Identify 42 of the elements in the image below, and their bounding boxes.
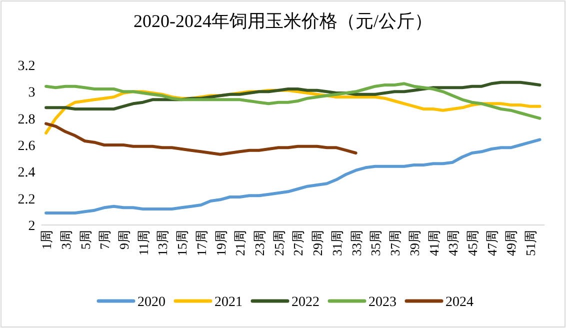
x-tick-label: 5周 xyxy=(78,230,93,250)
x-tick-label: 7周 xyxy=(97,230,112,250)
x-tick-label: 3周 xyxy=(58,230,74,250)
x-tick-label: 51周 xyxy=(523,230,538,256)
x-tick-label: 27周 xyxy=(290,230,306,256)
x-tick-label: 41周 xyxy=(426,230,442,256)
chart-title: 2020-2024年饲用玉米价格（元/公斤） xyxy=(134,11,432,31)
x-tick-label: 17周 xyxy=(194,230,209,256)
x-tick-label: 37周 xyxy=(388,230,403,256)
y-tick-label: 3.2 xyxy=(18,59,36,74)
legend-label: 2023 xyxy=(368,295,396,310)
x-tick-label: 31周 xyxy=(329,230,344,256)
y-tick-label: 2.4 xyxy=(18,166,36,181)
x-tick-label: 35周 xyxy=(368,230,384,256)
x-tick-label: 13周 xyxy=(155,230,170,256)
x-tick-label: 9周 xyxy=(116,230,132,250)
x-tick-label: 47周 xyxy=(484,230,500,256)
x-tick-label: 39周 xyxy=(406,230,422,256)
legend-label: 2020 xyxy=(138,295,166,310)
legend-label: 2022 xyxy=(292,295,320,310)
x-tick-label: 19周 xyxy=(213,230,228,256)
x-tick-label: 21周 xyxy=(232,230,248,256)
x-tick-label: 23周 xyxy=(252,230,268,256)
line-series xyxy=(44,82,542,120)
x-tick-label: 11周 xyxy=(136,230,151,256)
x-tick-label: 29周 xyxy=(310,230,326,256)
x-tick-label: 49周 xyxy=(504,230,519,256)
x-tick-label: 25周 xyxy=(271,230,286,256)
y-tick-label: 2.6 xyxy=(18,139,36,154)
line-series xyxy=(44,138,542,214)
y-tick-label: 3 xyxy=(28,86,36,101)
legend-label: 2021 xyxy=(214,295,242,310)
x-tick-label: 33周 xyxy=(348,230,364,256)
legend-label: 2024 xyxy=(446,295,474,310)
x-tick-label: 1周 xyxy=(39,230,54,250)
x-tick-label: 15周 xyxy=(174,230,190,256)
line-series xyxy=(44,122,358,156)
y-tick-label: 2.8 xyxy=(18,112,36,128)
x-tick-label: 43周 xyxy=(446,230,461,256)
y-tick-label: 2 xyxy=(28,219,36,234)
x-tick-label: 45周 xyxy=(464,230,480,256)
y-tick-label: 2.2 xyxy=(18,192,36,208)
